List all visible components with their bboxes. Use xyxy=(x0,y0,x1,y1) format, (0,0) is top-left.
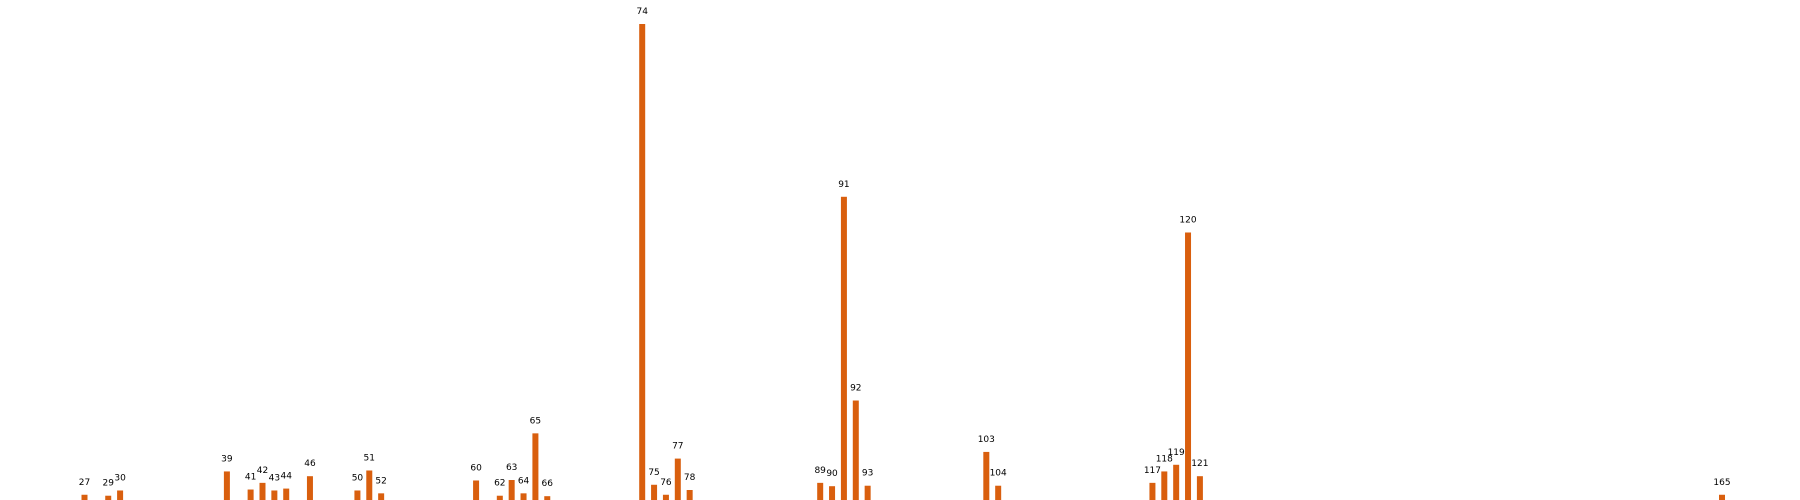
bar-label-93: 93 xyxy=(862,469,873,479)
bar-label-117: 117 xyxy=(1144,466,1161,476)
bar-label-89: 89 xyxy=(814,466,826,476)
bar-label-78: 78 xyxy=(684,473,696,483)
bar-label-74: 74 xyxy=(636,7,648,17)
bar-label-62: 62 xyxy=(494,479,505,489)
bar-93 xyxy=(864,485,871,500)
bar-51 xyxy=(366,470,373,500)
bar-label-90: 90 xyxy=(826,469,838,479)
bar-label-44: 44 xyxy=(280,472,292,482)
bar-label-103: 103 xyxy=(978,435,995,445)
bar-62 xyxy=(496,495,503,500)
bar-74 xyxy=(639,24,646,500)
bar-label-66: 66 xyxy=(542,479,554,489)
bar-63 xyxy=(508,480,515,500)
bar-label-92: 92 xyxy=(850,384,861,394)
bar-label-64: 64 xyxy=(518,476,530,486)
bar-75 xyxy=(651,484,658,500)
bar-104 xyxy=(995,485,1002,500)
bar-label-27: 27 xyxy=(79,478,90,488)
bars-group xyxy=(81,24,1725,500)
bar-label-51: 51 xyxy=(364,453,375,463)
bar-50 xyxy=(354,490,361,500)
bar-label-41: 41 xyxy=(245,473,256,483)
bar-89 xyxy=(817,482,824,500)
bar-42 xyxy=(259,482,266,500)
bar-165 xyxy=(1719,494,1725,500)
bar-39 xyxy=(223,471,230,500)
bar-76 xyxy=(662,494,669,500)
bar-label-119: 119 xyxy=(1168,448,1185,458)
bar-label-65: 65 xyxy=(530,416,541,426)
bar-117 xyxy=(1149,482,1156,500)
bar-66 xyxy=(544,496,551,500)
bar-label-30: 30 xyxy=(114,473,126,483)
bar-29 xyxy=(105,495,112,500)
bar-label-50: 50 xyxy=(352,473,364,483)
bar-label-46: 46 xyxy=(304,459,316,469)
bar-label-39: 39 xyxy=(221,454,233,464)
bar-label-75: 75 xyxy=(648,468,659,478)
bar-118 xyxy=(1161,471,1168,500)
bar-78 xyxy=(686,490,693,500)
bar-64 xyxy=(520,493,527,500)
bar-43 xyxy=(271,490,278,500)
bar-label-76: 76 xyxy=(660,478,672,488)
bar-91 xyxy=(840,196,847,500)
bar-label-118: 118 xyxy=(1156,454,1173,464)
bar-label-60: 60 xyxy=(470,463,482,473)
bar-46 xyxy=(306,476,313,500)
bar-92 xyxy=(852,400,859,500)
bar-121 xyxy=(1196,476,1203,500)
bar-52 xyxy=(378,493,385,500)
bar-65 xyxy=(532,433,539,500)
bar-60 xyxy=(473,480,480,500)
bar-90 xyxy=(829,486,836,500)
bar-label-77: 77 xyxy=(672,442,683,452)
bar-44 xyxy=(283,488,290,500)
bar-119 xyxy=(1173,464,1180,500)
bar-label-104: 104 xyxy=(990,469,1007,479)
bar-77 xyxy=(674,458,681,500)
bar-label-42: 42 xyxy=(257,466,268,476)
bar-label-29: 29 xyxy=(103,479,115,489)
bar-label-91: 91 xyxy=(838,180,849,190)
bar-27 xyxy=(81,494,88,500)
bar-30 xyxy=(117,490,124,500)
bar-label-121: 121 xyxy=(1191,459,1208,469)
bar-label-165: 165 xyxy=(1713,478,1730,488)
bar-label-52: 52 xyxy=(375,476,386,486)
bar-103 xyxy=(983,451,990,500)
bar-120 xyxy=(1185,232,1192,500)
bar-label-120: 120 xyxy=(1179,215,1196,225)
bar-label-63: 63 xyxy=(506,463,517,473)
bar-41 xyxy=(247,489,254,500)
bar-label-43: 43 xyxy=(269,473,280,483)
